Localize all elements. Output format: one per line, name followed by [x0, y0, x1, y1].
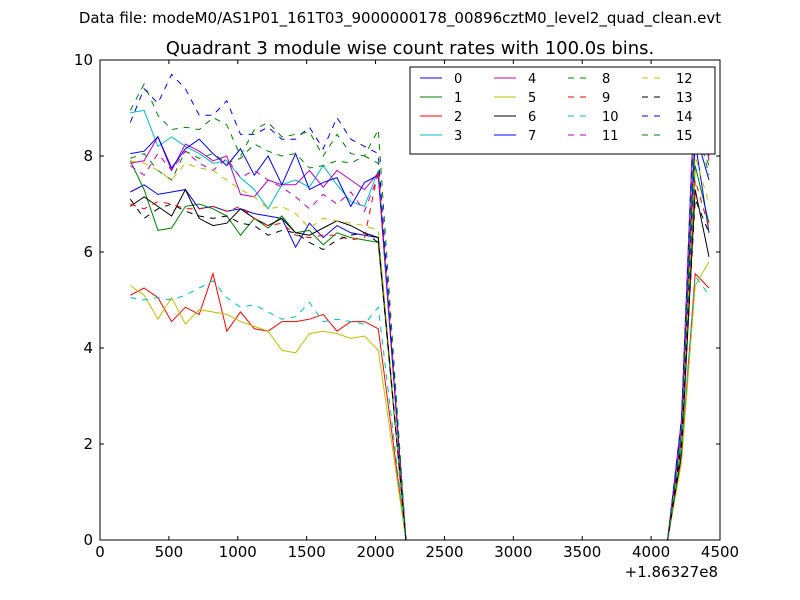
chart-title: Quadrant 3 module wise count rates with …: [166, 38, 655, 59]
series-line-8: [130, 127, 710, 541]
y-tick-label: 2: [83, 435, 93, 453]
legend-frame: [409, 66, 716, 155]
x-tick-label: 500: [155, 543, 184, 561]
x-tick-label: 0: [95, 543, 105, 561]
y-tick-label: 10: [74, 51, 93, 69]
legend-label-4: 4: [528, 72, 536, 87]
legend-label-12: 12: [676, 72, 693, 87]
legend-label-14: 14: [676, 110, 693, 125]
series-line-5: [130, 261, 710, 541]
series-line-12: [130, 155, 710, 541]
legend-label-10: 10: [602, 110, 619, 125]
legend-label-8: 8: [602, 72, 610, 87]
series-line-2: [130, 271, 710, 541]
y-tick-label: 0: [83, 531, 93, 549]
x-offset-label: +1.86327e8: [625, 563, 718, 581]
series-line-10: [130, 274, 710, 541]
legend-label-0: 0: [454, 72, 462, 87]
x-tick-label: 3000: [494, 543, 532, 561]
legend-label-7: 7: [528, 129, 536, 144]
x-tick-label: 2500: [425, 543, 463, 561]
axis-ticks: 0 500 1000 1500 2000 2500 3000 3500 4000 4500 0 2 4 6…: [74, 51, 739, 561]
x-tick-label: 3500: [563, 543, 601, 561]
legend-label-1: 1: [454, 91, 462, 106]
series-line-0: [130, 131, 710, 541]
series-line-13: [129, 198, 710, 541]
series-line-6: [130, 188, 710, 541]
y-tick-label: 8: [83, 147, 93, 165]
series-line-7: [130, 135, 710, 541]
plot-frame: [99, 59, 721, 541]
x-tick-label: 1000: [219, 543, 257, 561]
y-tick-label: 4: [83, 339, 93, 357]
legend-label-5: 5: [528, 91, 536, 106]
series-line-11: [130, 98, 710, 541]
series-line-1: [129, 160, 710, 541]
x-tick-label: 2000: [356, 543, 394, 561]
x-tick-label: 4500: [701, 543, 739, 561]
chart-suptitle: Data file: modeM0/AS1P01_161T03_90000001…: [79, 9, 721, 28]
legend-label-9: 9: [602, 91, 610, 106]
series-line-14: [129, 73, 710, 541]
series-line-15: [129, 82, 710, 541]
x-tick-label: 4000: [632, 543, 670, 561]
legend-label-6: 6: [528, 110, 536, 125]
y-tick-label: 6: [83, 243, 93, 261]
legend-label-2: 2: [454, 110, 462, 125]
legend-label-15: 15: [676, 129, 693, 144]
series-line-9: [130, 170, 710, 541]
legend-label-11: 11: [602, 129, 619, 144]
legend-label-3: 3: [454, 129, 462, 144]
legend-label-13: 13: [676, 91, 693, 106]
x-tick-label: 1500: [288, 543, 326, 561]
